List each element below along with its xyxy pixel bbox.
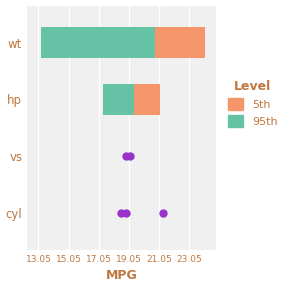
Bar <box>134 84 160 115</box>
Bar <box>155 27 205 58</box>
X-axis label: MPG: MPG <box>106 270 137 283</box>
Legend: 5th, 95th: 5th, 95th <box>223 75 282 131</box>
Bar <box>41 27 155 58</box>
Bar <box>103 84 134 115</box>
